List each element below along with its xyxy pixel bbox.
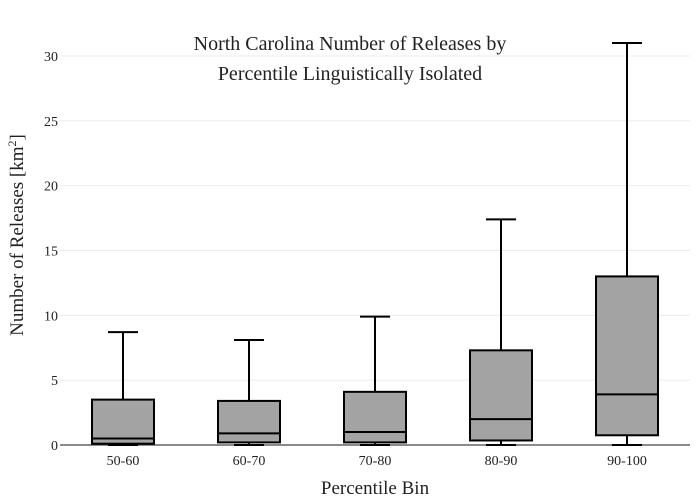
iqr-box-70-80 — [343, 390, 407, 444]
y-tick-label-25: 25 — [44, 115, 58, 130]
axes: 0 5 10 15 20 25 30 50-60 60-70 70-80 80-90 90-100 — [44, 50, 690, 469]
y-tick-label-30: 30 — [44, 50, 58, 65]
y-tick-label-5: 5 — [51, 374, 58, 389]
x-tick-label-70-80: 70-80 — [359, 454, 392, 469]
y-tick-label-0: 0 — [51, 439, 58, 454]
box-50-60 — [91, 331, 155, 446]
box-60-70 — [217, 338, 281, 446]
x-axis-title: Percentile Bin — [321, 478, 430, 499]
box-90-100 — [595, 42, 659, 446]
chart-title: North Carolina Number of Releases by Per… — [194, 33, 507, 85]
chart-title-line-1: North Carolina Number of Releases by — [194, 33, 507, 55]
iqr-box-80-90 — [469, 349, 533, 442]
x-tick-label-80-90: 80-90 — [485, 454, 518, 469]
chart-title-line-2: Percentile Linguistically Isolated — [218, 63, 482, 85]
x-tick-label-50-60: 50-60 — [107, 454, 140, 469]
iqr-box-50-60 — [91, 398, 155, 445]
grid — [60, 55, 690, 381]
box-70-80 — [343, 315, 407, 446]
y-axis-title-sup: 2 — [5, 140, 19, 146]
y-tick-label-15: 15 — [44, 244, 58, 259]
x-tick-label-60-70: 60-70 — [233, 454, 266, 469]
y-axis-title-end: ] — [7, 134, 28, 140]
x-tick-label-90-100: 90-100 — [607, 454, 647, 469]
y-tick-label-10: 10 — [44, 309, 58, 324]
y-tick-label-20: 20 — [44, 180, 58, 195]
box-80-90 — [469, 218, 533, 446]
iqr-box-60-70 — [217, 399, 281, 444]
y-axis-title: Number of Releases [km2] — [5, 134, 28, 336]
boxes — [91, 42, 659, 446]
iqr-box-90-100 — [595, 275, 659, 437]
y-axis-title-main: Number of Releases [km — [7, 146, 28, 336]
